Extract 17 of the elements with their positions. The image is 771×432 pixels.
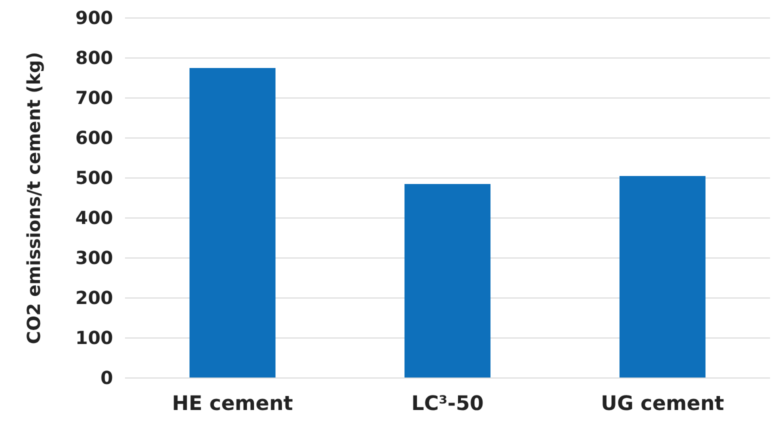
x-tick-label: UG cement (600, 391, 725, 416)
y-tick-label: 800 (75, 48, 113, 69)
y-tick-label: 100 (75, 328, 113, 349)
y-tick-label: 700 (75, 88, 113, 109)
x-tick-label: LC³-50 (411, 391, 484, 416)
y-tick-label: 0 (100, 368, 113, 389)
y-axis-title: CO2 emissions/t cement (kg) (24, 52, 45, 344)
y-tick-label: 300 (75, 248, 113, 269)
bar (620, 176, 706, 378)
bar (404, 184, 490, 378)
y-tick-label: 200 (75, 288, 113, 309)
x-tick-label: HE cement (172, 391, 294, 416)
y-tick-label: 600 (75, 128, 113, 149)
y-tick-label: 400 (75, 208, 113, 229)
y-tick-label: 500 (75, 168, 113, 189)
y-tick-label: 900 (75, 8, 113, 29)
bar (190, 68, 276, 378)
